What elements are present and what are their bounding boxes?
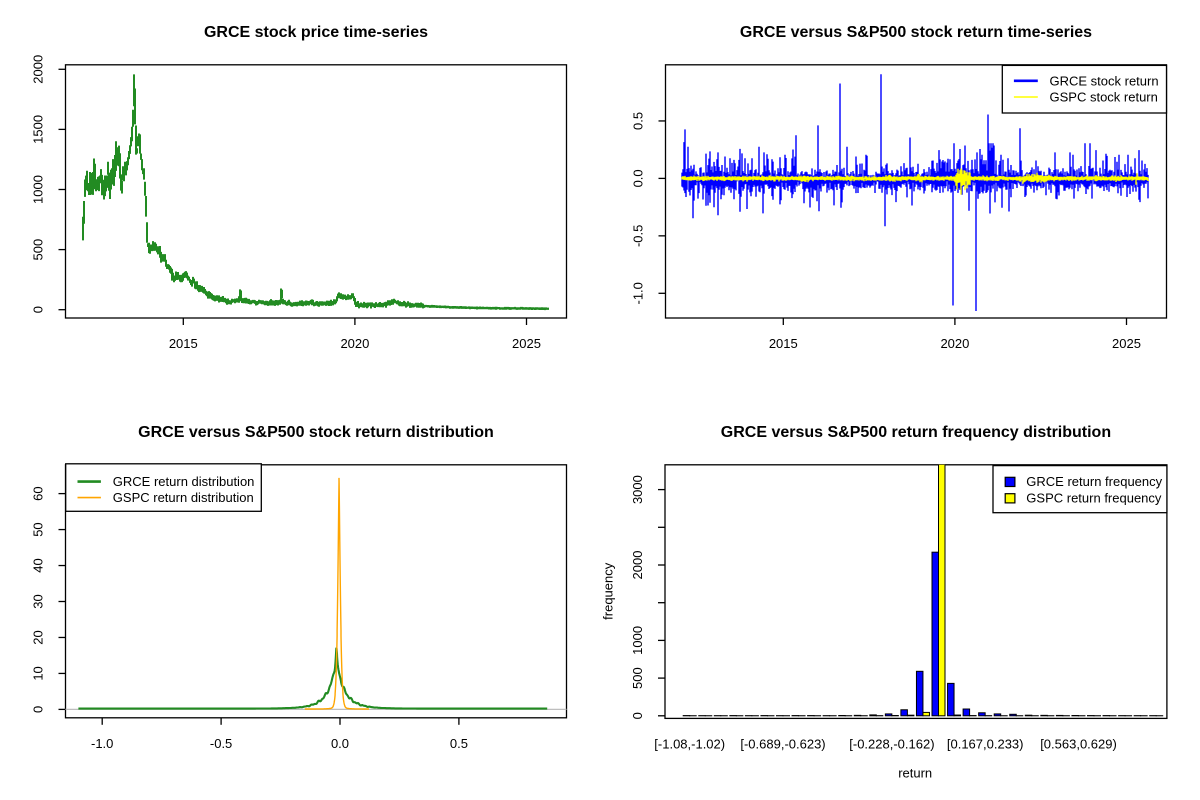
svg-text:[-0.228,-0.162): [-0.228,-0.162) (849, 737, 934, 752)
svg-text:10: 10 (31, 666, 46, 680)
svg-text:2020: 2020 (340, 336, 369, 351)
svg-text:GRCE stock return: GRCE stock return (1050, 73, 1159, 88)
svg-text:[0.167,0.233): [0.167,0.233) (947, 737, 1024, 752)
svg-text:[-1.08,-1.02): [-1.08,-1.02) (654, 737, 725, 752)
svg-text:20: 20 (31, 630, 46, 644)
svg-text:GRCE versus S&P500 return freq: GRCE versus S&P500 return frequency dist… (721, 424, 1111, 441)
svg-text:60: 60 (31, 486, 46, 500)
svg-text:GRCE versus S&P500 stock retur: GRCE versus S&P500 stock return time-ser… (740, 24, 1092, 41)
svg-text:2015: 2015 (169, 336, 198, 351)
svg-text:GSPC stock return: GSPC stock return (1050, 90, 1158, 105)
svg-text:frequency: frequency (601, 562, 616, 620)
svg-text:2000: 2000 (630, 551, 645, 580)
svg-text:GRCE stock price time-series: GRCE stock price time-series (204, 24, 428, 41)
svg-text:-0.5: -0.5 (210, 736, 232, 751)
svg-text:500: 500 (31, 239, 46, 261)
svg-text:500: 500 (630, 667, 645, 689)
svg-text:0: 0 (31, 306, 46, 313)
svg-text:1000: 1000 (31, 175, 46, 204)
svg-text:-1.0: -1.0 (91, 736, 113, 751)
svg-text:2020: 2020 (940, 336, 969, 351)
svg-text:2025: 2025 (512, 336, 541, 351)
svg-text:2015: 2015 (769, 336, 798, 351)
svg-text:GRCE return distribution: GRCE return distribution (113, 474, 255, 489)
svg-text:0.5: 0.5 (450, 736, 468, 751)
svg-text:-0.5: -0.5 (631, 225, 646, 247)
svg-text:0: 0 (31, 706, 46, 713)
svg-text:3000: 3000 (630, 475, 645, 504)
svg-text:50: 50 (31, 522, 46, 536)
svg-text:2025: 2025 (1112, 336, 1141, 351)
svg-text:GSPC return frequency: GSPC return frequency (1026, 491, 1162, 506)
svg-text:-1.0: -1.0 (631, 282, 646, 304)
svg-text:0: 0 (630, 712, 645, 719)
svg-text:30: 30 (31, 594, 46, 608)
svg-text:1000: 1000 (630, 626, 645, 655)
svg-text:0.0: 0.0 (631, 169, 646, 187)
svg-text:GRCE return frequency: GRCE return frequency (1026, 474, 1162, 489)
svg-text:2000: 2000 (31, 55, 46, 84)
svg-text:40: 40 (31, 558, 46, 572)
svg-text:GRCE versus S&P500 stock retur: GRCE versus S&P500 stock return distribu… (138, 424, 494, 441)
svg-text:0.5: 0.5 (631, 112, 646, 130)
svg-text:GSPC return distribution: GSPC return distribution (113, 490, 254, 505)
svg-text:1500: 1500 (31, 115, 46, 144)
svg-text:[-0.689,-0.623): [-0.689,-0.623) (740, 737, 825, 752)
svg-text:0.0: 0.0 (331, 736, 349, 751)
svg-text:return: return (898, 766, 932, 781)
svg-text:[0.563,0.629): [0.563,0.629) (1040, 737, 1117, 752)
